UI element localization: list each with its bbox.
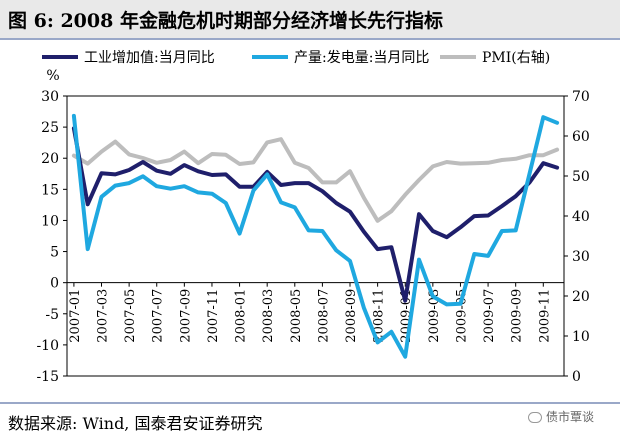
watermark-text: 债市覃谈 (545, 410, 594, 424)
line-chart: -15 -10 -5 0 5 10 15 20 25 30% 0 10 20 30 40 50 60 70 2007… (36, 50, 589, 385)
left-tick-label: -10 (36, 338, 59, 354)
chart-lines (71, 113, 560, 359)
legend-label-0: 工业增加值:当月同比 (84, 50, 215, 66)
x-tick-label: 2007-01 (68, 289, 83, 343)
left-tick-label: 10 (41, 213, 59, 229)
x-tick-label: 2008-03 (261, 289, 276, 343)
data-source: 数据来源: Wind, 国泰君安证券研究 (8, 414, 263, 433)
title-bar (0, 0, 620, 40)
x-tick-label: 2008-07 (316, 289, 331, 343)
left-tick-label: 15 (41, 182, 59, 198)
x-tick-label: 2008-01 (234, 289, 249, 343)
left-tick-label: 25 (41, 120, 59, 136)
chart-title: 图 6: 2008 年金融危机时期部分经济增长先行指标 (8, 10, 443, 32)
x-tick-label: 2007-05 (123, 289, 138, 343)
footer-divider (0, 402, 620, 404)
right-tick-label: 30 (572, 249, 590, 265)
x-tick-label: 2008-05 (289, 289, 304, 343)
series-line-2 (71, 137, 560, 223)
plot-frame (66, 95, 565, 377)
x-tick-label: 2009-03 (427, 289, 442, 343)
left-tick-label: 20 (41, 151, 59, 167)
x-tick-label: 2008-09 (344, 289, 359, 343)
x-tick-label: 2007-11 (206, 289, 221, 343)
legend-label-1: 产量:发电量:当月同比 (294, 50, 429, 66)
x-tick-label: 2008-11 (372, 289, 387, 343)
watermark: 债市覃谈 (527, 408, 594, 425)
left-tick-label: -15 (36, 369, 59, 385)
wechat-icon (527, 412, 542, 423)
right-tick-label: 50 (572, 169, 590, 185)
left-axis-unit: % (46, 68, 59, 84)
series-line-1 (71, 113, 560, 359)
x-tick-label: 2007-07 (151, 289, 166, 343)
series-line-0 (71, 126, 560, 303)
right-tick-label: 60 (572, 129, 590, 145)
left-tick-label: 5 (50, 245, 59, 261)
left-tick-label: 30 (41, 89, 59, 105)
x-tick-label: 2009-07 (482, 289, 497, 343)
left-tick-label: -5 (45, 307, 59, 323)
right-tick-label: 10 (572, 329, 590, 345)
chart-legend: 工业增加值:当月同比 产量:发电量:当月同比 PMI(右轴) (42, 50, 550, 66)
x-tick-label: 2009-11 (537, 289, 552, 343)
left-tick-label: 0 (50, 276, 59, 292)
right-tick-label: 70 (572, 89, 590, 105)
right-tick-label: 20 (572, 289, 590, 305)
x-tick-label: 2009-09 (510, 289, 525, 343)
chart-axes: -15 -10 -5 0 5 10 15 20 25 30% 0 10 20 30 40 50 60 70 2007… (36, 68, 589, 385)
right-tick-label: 0 (572, 369, 581, 385)
legend-label-2: PMI(右轴) (482, 50, 550, 66)
x-tick-label: 2007-03 (96, 289, 111, 343)
x-tick-label: 2007-09 (178, 289, 193, 343)
right-tick-label: 40 (572, 209, 590, 225)
